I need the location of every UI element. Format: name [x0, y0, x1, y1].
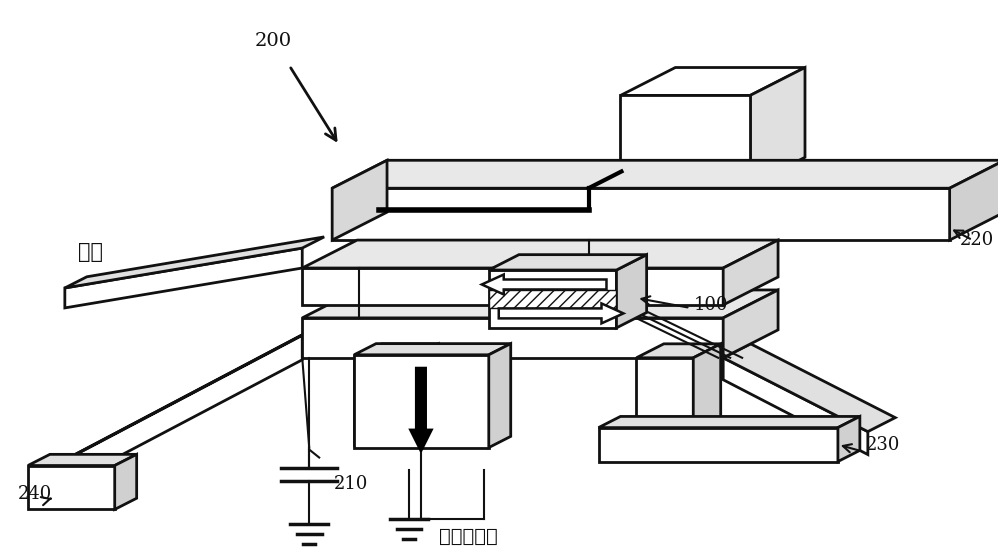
- Polygon shape: [332, 160, 387, 240]
- Text: 220: 220: [960, 231, 994, 249]
- Polygon shape: [750, 68, 805, 185]
- Polygon shape: [411, 344, 438, 444]
- Polygon shape: [65, 237, 324, 288]
- FancyArrow shape: [410, 368, 432, 452]
- Text: 210: 210: [334, 475, 369, 493]
- Polygon shape: [302, 268, 723, 305]
- Polygon shape: [636, 344, 721, 358]
- Polygon shape: [489, 290, 616, 307]
- Polygon shape: [354, 344, 511, 355]
- Polygon shape: [599, 416, 860, 427]
- Polygon shape: [723, 358, 868, 454]
- Polygon shape: [620, 68, 805, 96]
- Polygon shape: [302, 240, 778, 268]
- Polygon shape: [693, 344, 721, 444]
- Polygon shape: [302, 318, 723, 358]
- Text: 100: 100: [693, 296, 728, 314]
- Polygon shape: [489, 255, 647, 270]
- Polygon shape: [599, 427, 838, 461]
- Text: 晶体管接通: 晶体管接通: [439, 527, 498, 546]
- Polygon shape: [723, 344, 895, 432]
- Polygon shape: [65, 248, 302, 308]
- Polygon shape: [354, 358, 411, 444]
- Polygon shape: [723, 290, 778, 358]
- Polygon shape: [723, 240, 778, 305]
- Polygon shape: [302, 290, 778, 318]
- Text: 240: 240: [18, 486, 52, 503]
- FancyArrow shape: [482, 274, 606, 294]
- Polygon shape: [489, 344, 511, 448]
- Text: 230: 230: [866, 436, 900, 454]
- Polygon shape: [838, 416, 860, 461]
- FancyArrow shape: [499, 304, 623, 323]
- Text: 读取: 读取: [78, 242, 103, 262]
- Polygon shape: [620, 96, 750, 185]
- Text: 200: 200: [254, 31, 291, 50]
- Polygon shape: [28, 454, 137, 465]
- Polygon shape: [354, 344, 438, 358]
- Polygon shape: [28, 465, 115, 509]
- Polygon shape: [354, 355, 489, 448]
- Polygon shape: [60, 321, 330, 463]
- Polygon shape: [60, 335, 302, 487]
- Polygon shape: [332, 160, 1000, 188]
- Polygon shape: [489, 270, 616, 328]
- Polygon shape: [616, 255, 647, 328]
- Polygon shape: [332, 188, 950, 240]
- Polygon shape: [950, 160, 1000, 240]
- Polygon shape: [115, 454, 137, 509]
- Polygon shape: [636, 358, 693, 444]
